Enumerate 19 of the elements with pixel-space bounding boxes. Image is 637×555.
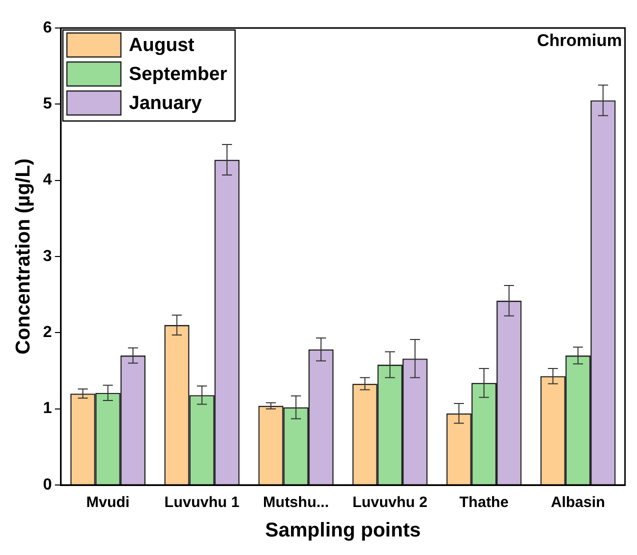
x-tick-label: Luvuvhu 1 [164,494,240,512]
x-tick-label: Albasin [550,494,606,512]
y-tick-label: 5 [42,96,52,113]
y-tick-label: 0 [42,476,52,494]
y-tick-label: 3 [42,248,52,265]
x-tick-label: Mutshu... [263,494,329,512]
y-tick-label: 2 [42,324,52,342]
x-tick-label: Luvuvhu 2 [352,494,428,512]
x-tick-label: Thathe [459,494,509,512]
x-tick-label: Mvudi [86,494,130,512]
y-tick-label: 6 [42,19,52,36]
y-axis-title: Concentration (µg/L) [12,158,35,354]
x-axis-title: Sampling points [265,520,421,542]
y-tick-label: 4 [42,172,52,189]
legend-label: August [128,35,196,56]
legend-label: January [128,93,202,114]
y-tick-label: 1 [42,400,52,418]
legend-label: September [128,64,228,86]
annotation: Chromium [537,31,622,50]
